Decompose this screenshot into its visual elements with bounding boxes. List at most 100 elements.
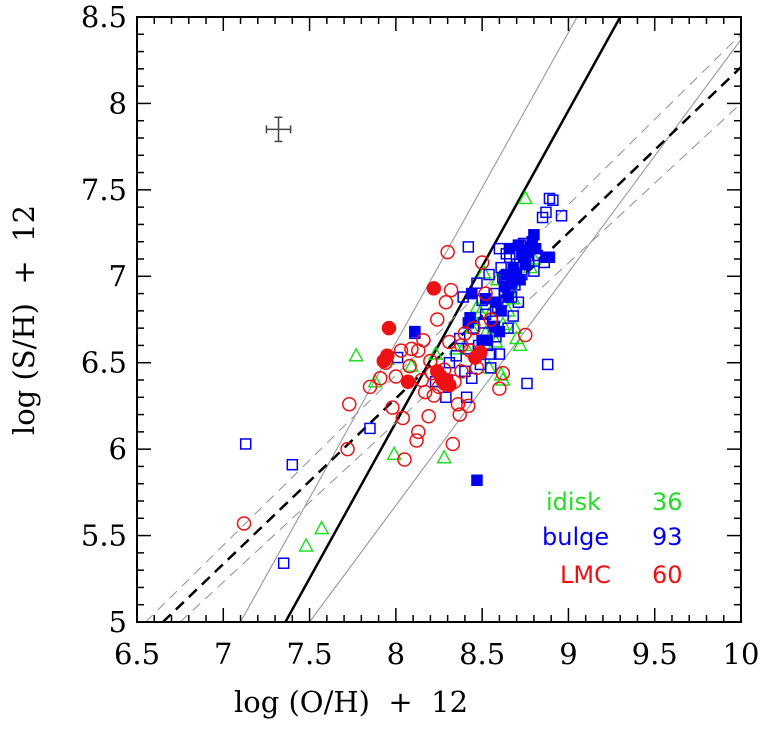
lmc-point-open: [426, 388, 442, 403]
fit-line-solid-thin: [240, 17, 578, 622]
lmc-point-open: [385, 400, 400, 415]
bulge-point-open: [493, 348, 506, 360]
lmc-point-open: [342, 396, 357, 412]
y-axis-label: log (S/H) + 12: [7, 205, 41, 435]
y-tick-label: 5: [109, 605, 127, 639]
lmc-point-open: [340, 441, 355, 457]
bulge-point-open: [286, 458, 299, 471]
lmc-point-open: [495, 365, 511, 381]
bulge-point-open: [543, 192, 556, 205]
lmc-point-open: [440, 244, 455, 260]
idisk-point: [512, 336, 528, 352]
x-tick-label: 10: [723, 637, 760, 671]
x-tick-labels: 6.5 7 7.5 8 8.5 9 9.5 10: [114, 637, 760, 671]
idisk-point: [517, 189, 534, 205]
y-tick-label: 6.5: [81, 346, 127, 380]
bulge-point-open: [483, 268, 495, 281]
lmc-point-open: [393, 343, 409, 358]
bulge-point-open: [277, 557, 290, 569]
legend-idisk-label: idisk: [546, 488, 601, 516]
lmc-point-open: [454, 338, 469, 353]
bulge-point-filled: [529, 242, 542, 255]
legend-bulge-label: bulge: [542, 523, 609, 551]
lmc-point-open: [421, 409, 436, 424]
bulge-point-filled: [476, 334, 488, 346]
lmc-point-open: [409, 433, 424, 448]
bulge-point-filled: [519, 258, 532, 270]
lmc-point-open: [388, 369, 404, 384]
fit-lines: [145, 17, 741, 622]
lmc-point-open: [466, 320, 481, 336]
y-tick-labels: 5 5.5 6 6.5 7 7.5 8 8.5: [81, 0, 127, 639]
idisk-point: [298, 537, 314, 552]
x-tick-label: 8.5: [459, 637, 505, 671]
error-bar: [265, 116, 292, 143]
idisk-point: [403, 357, 420, 372]
bulge-point-filled: [471, 474, 483, 487]
lmc-point-open: [450, 396, 466, 412]
y-tick-label: 8: [109, 86, 127, 120]
lmc-point-filled: [381, 320, 397, 336]
x-tick-label: 7: [214, 637, 232, 671]
lmc-point-open: [362, 379, 378, 395]
bulge-point-open: [450, 350, 463, 362]
y-tick-label: 5.5: [81, 519, 127, 553]
bulge-point-open: [521, 377, 533, 390]
lmc-point-open: [454, 364, 469, 379]
bulge-point-filled: [409, 325, 421, 338]
lmc-point-open: [452, 407, 467, 422]
lmc-point-open: [402, 358, 417, 374]
bulge-point-open: [541, 358, 554, 371]
lmc-point-open: [445, 436, 461, 452]
bulge-point-open: [507, 310, 519, 322]
bulge-point-open: [466, 372, 478, 385]
x-tick-label: 9: [559, 637, 577, 671]
x-axis-label: log (O/H) + 12: [234, 685, 468, 719]
x-tick-label: 7.5: [287, 637, 333, 671]
lmc-point-filled: [379, 348, 395, 364]
data-markers: [236, 189, 568, 569]
y-tick-label: 6: [109, 432, 127, 466]
fit-line-dashed-thick: [162, 66, 741, 622]
bulge-point-open: [239, 438, 252, 450]
lmc-point-open: [395, 410, 411, 426]
lmc-point-open: [373, 371, 388, 386]
lmc-point-filled: [442, 377, 457, 393]
bulge-point-open: [364, 422, 376, 435]
bulge-point-open: [485, 362, 497, 374]
x-tick-label: 8: [387, 637, 405, 671]
bulge-point-open: [547, 194, 559, 206]
x-tick-label: 6.5: [114, 637, 160, 671]
legend: idisk 36 bulge 93 LMC 60: [542, 488, 683, 589]
lmc-point-open: [443, 282, 459, 298]
y-tick-label: 8.5: [81, 0, 127, 34]
lmc-point-open: [430, 312, 445, 327]
bulge-point-open: [479, 308, 492, 321]
bulge-point-filled: [528, 229, 540, 241]
bulge-point-open: [528, 265, 540, 277]
lmc-point-open: [404, 341, 419, 357]
idisk-point: [386, 445, 402, 461]
legend-bulge-count: 93: [652, 523, 683, 551]
fit-line-dashed-thin: [179, 103, 741, 622]
y-tick-label: 7.5: [81, 173, 127, 207]
bulge-point-open: [540, 206, 552, 219]
x-tick-label: 9.5: [632, 637, 678, 671]
legend-lmc-label: LMC: [560, 561, 611, 589]
lmc-point-open: [416, 332, 431, 348]
y-tick-label: 7: [109, 259, 127, 293]
lmc-point-open: [236, 516, 252, 531]
fit-line-solid-thin: [309, 39, 741, 622]
lmc-point-open: [492, 381, 507, 396]
lmc-point-open: [411, 424, 426, 440]
bulge-point-open: [555, 210, 568, 222]
bulge-point-filled: [514, 273, 526, 286]
bulge-point-filled: [493, 325, 506, 338]
idisk-point: [313, 520, 330, 535]
lmc-point-filled: [400, 374, 416, 389]
legend-lmc-count: 60: [652, 561, 683, 589]
bulge-point-open: [462, 241, 475, 253]
bulge-point-filled: [466, 287, 478, 300]
bulge-point-open: [440, 391, 452, 404]
lmc-point-open: [483, 312, 499, 327]
